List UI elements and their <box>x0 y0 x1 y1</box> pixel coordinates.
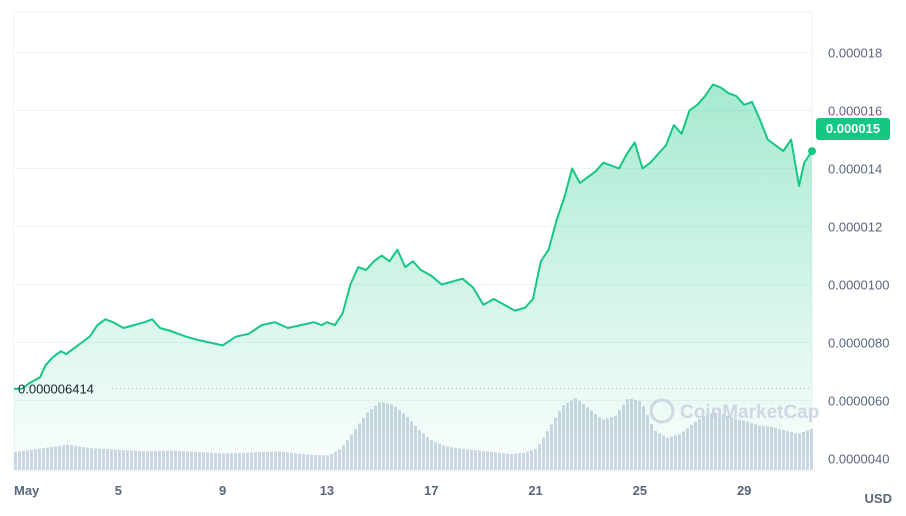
coinmarketcap-logo-icon <box>649 398 675 424</box>
x-axis: May 5 9 13 17 21 25 29 <box>14 483 751 498</box>
y-tick-label: 0.000014 <box>828 162 882 177</box>
y-axis: 0.000018 0.000016 0.000014 0.000012 0.000010… <box>828 46 889 467</box>
x-tick-label: 9 <box>219 483 226 498</box>
y-tick-label: 0.0000100 <box>828 277 889 292</box>
current-price-badge <box>816 118 890 140</box>
current-price-dot <box>808 147 816 156</box>
currency-unit: USD <box>864 491 892 506</box>
x-tick-label: 21 <box>528 483 542 498</box>
watermark-text: CoinMarketCap <box>680 402 819 423</box>
y-tick-label: 0.0000080 <box>828 335 889 350</box>
price-area-fill <box>14 84 812 470</box>
x-tick-label: 17 <box>424 483 438 498</box>
y-tick-label: 0.000012 <box>828 220 882 235</box>
x-tick-label: 29 <box>737 483 751 498</box>
price-line <box>14 83 813 390</box>
y-tick-label: 0.000018 <box>828 46 882 61</box>
y-tick-label: 0.000016 <box>828 104 882 119</box>
y-tick-label: 0.0000060 <box>828 393 889 408</box>
x-tick-label: 13 <box>320 483 334 498</box>
watermark: CoinMarketCap <box>649 398 819 424</box>
x-tick-label: 25 <box>633 483 647 498</box>
y-tick-label: 0.0000040 <box>828 451 889 466</box>
x-tick-label: 5 <box>115 483 122 498</box>
x-tick-label: May <box>14 483 40 498</box>
current-price-label: 0.000015 <box>826 121 880 136</box>
min-price-label: 0.000006414 <box>18 381 94 396</box>
